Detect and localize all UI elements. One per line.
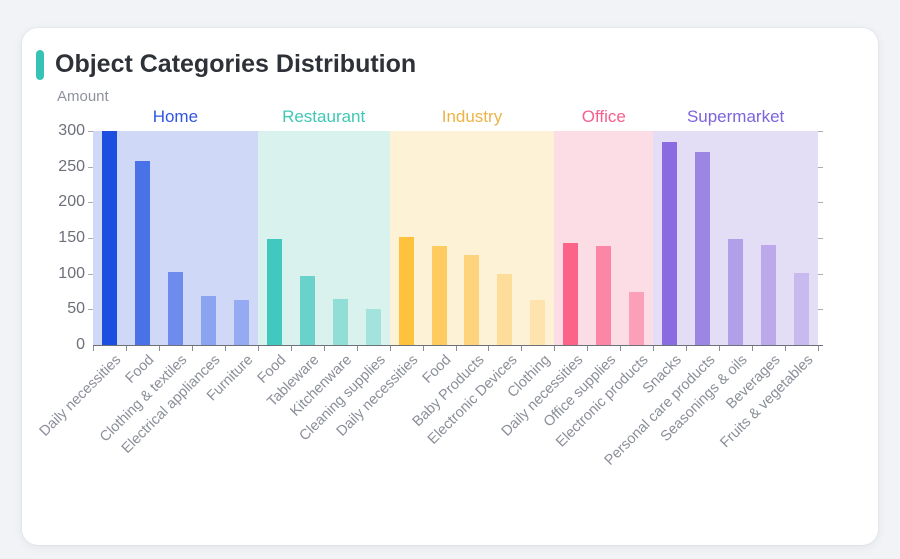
x-axis-tick: [521, 346, 523, 351]
bar-clothing-textiles: [167, 272, 183, 345]
x-axis-tick: [389, 346, 391, 351]
bar-furniture: [233, 300, 249, 345]
y-axis-tick: [818, 309, 823, 311]
x-axis-tick: [455, 346, 457, 351]
bar-kitchenware: [332, 298, 348, 345]
group-label-office: Office: [581, 107, 626, 126]
group-label-home: Home: [152, 107, 199, 126]
y-axis-tick-label: 50: [67, 300, 85, 318]
title-accent-bar: [36, 50, 44, 80]
x-axis-tick: [422, 346, 424, 351]
x-axis-tick: [356, 346, 358, 351]
x-axis-tick: [653, 346, 655, 351]
bar-chart: Home Restaurant Industry Office Supermarket D…: [22, 28, 878, 545]
y-axis-tick: [818, 238, 823, 239]
y-axis-tick: [88, 238, 93, 239]
x-axis-line: [93, 345, 823, 346]
chart-card: Object Categories Distribution Amount Ho…: [22, 28, 878, 545]
bar-electronic-devices: [497, 273, 513, 345]
bar-food: [266, 239, 282, 345]
y-axis-tick: [818, 202, 823, 204]
x-axis-tick: [290, 346, 292, 351]
y-axis-tick: [818, 273, 823, 275]
x-axis-tick: [587, 346, 589, 351]
bar-daily-necessities: [398, 237, 414, 345]
bar-electronic-products: [629, 292, 645, 345]
chart-title: Object Categories Distribution: [55, 50, 417, 78]
bar-daily-necessities: [563, 242, 579, 345]
x-axis-tick: [125, 346, 127, 351]
y-axis-tick-label: 200: [58, 193, 85, 211]
bar-clothing: [530, 300, 546, 345]
y-axis-title: Amount: [57, 88, 109, 105]
bar-cleaning-supplies: [365, 309, 381, 345]
x-axis-tick: [554, 346, 556, 351]
x-axis-tick: [818, 346, 819, 351]
x-axis-tick: [323, 346, 325, 351]
y-axis-tick: [818, 166, 823, 168]
y-axis-tick-label: 150: [58, 229, 85, 246]
bar-daily-necessities: [101, 131, 117, 345]
x-axis-tick: [93, 346, 94, 351]
bar-beverages: [761, 245, 777, 345]
y-axis-tick: [88, 131, 93, 132]
bar-food: [134, 160, 150, 345]
x-axis-tick: [257, 346, 259, 351]
x-axis-tick: [620, 346, 622, 351]
y-axis-tick: [818, 131, 823, 132]
x-axis-tick: [224, 346, 226, 351]
y-axis-tick: [88, 202, 93, 204]
group-label-restaurant: Restaurant: [282, 107, 366, 126]
bar-fruits-vegetables: [794, 272, 810, 345]
x-axis-tick: [686, 346, 688, 351]
bar-tableware: [299, 275, 315, 345]
bar-seasonings-oils: [728, 238, 744, 345]
bar-personal-care-products: [695, 151, 711, 345]
x-axis-tick: [191, 346, 193, 351]
x-axis-tick: [752, 346, 754, 351]
bar-office-supplies: [596, 245, 612, 345]
bar-electrical-appliances: [200, 296, 216, 345]
y-axis-tick: [88, 309, 93, 311]
x-axis-tick: [785, 346, 787, 351]
group-label-supermarket: Supermarket: [686, 107, 785, 126]
x-axis-tick: [158, 346, 160, 351]
y-axis-tick: [88, 273, 93, 275]
bar-baby-products: [464, 255, 480, 345]
y-axis-tick: [88, 166, 93, 168]
y-axis-tick-label: 100: [58, 264, 85, 282]
bar-snacks: [662, 141, 678, 345]
x-axis-tick: [719, 346, 721, 351]
bar-food: [431, 245, 447, 345]
x-axis-tick: [488, 346, 490, 351]
group-label-industry: Industry: [441, 107, 503, 126]
y-axis-tick-label: 300: [58, 122, 85, 139]
y-axis-tick-label: 250: [58, 157, 85, 175]
y-axis-tick-label: 0: [76, 336, 85, 353]
